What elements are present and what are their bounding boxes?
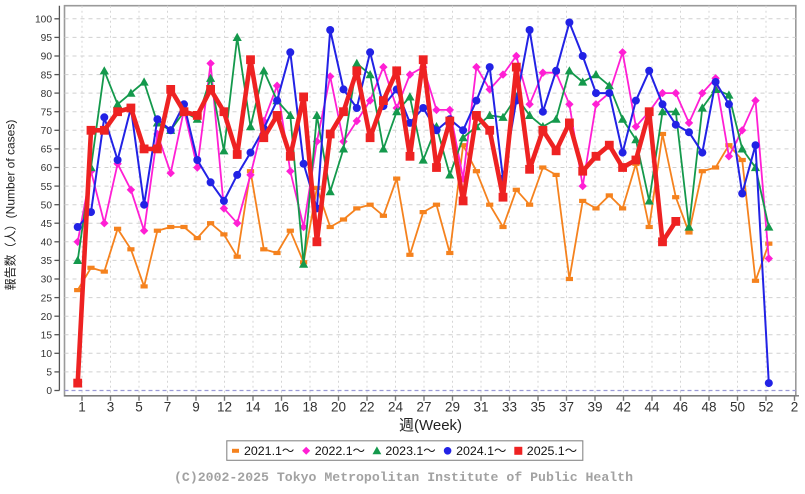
svg-text:70: 70 [41,126,53,137]
svg-text:0: 0 [46,386,52,397]
svg-text:42: 42 [616,400,631,415]
svg-text:35: 35 [530,400,545,415]
svg-text:2: 2 [791,400,799,415]
svg-text:29: 29 [445,400,460,415]
svg-text:2023.1～: 2023.1～ [385,444,435,458]
svg-text:9: 9 [192,400,200,415]
svg-text:12: 12 [217,400,232,415]
svg-text:2025.1～: 2025.1～ [527,444,577,458]
svg-text:20: 20 [41,312,53,323]
svg-text:5: 5 [135,400,143,415]
svg-text:3: 3 [107,400,115,415]
svg-text:60: 60 [41,163,53,174]
svg-text:33: 33 [502,400,517,415]
svg-text:31: 31 [473,400,488,415]
svg-text:14: 14 [245,400,261,415]
svg-text:46: 46 [673,400,688,415]
svg-text:20: 20 [331,400,346,415]
svg-text:35: 35 [41,256,53,267]
svg-text:50: 50 [41,200,53,211]
svg-text:30: 30 [41,275,53,286]
svg-text:55: 55 [41,182,53,193]
svg-text:22: 22 [359,400,374,415]
svg-text:7: 7 [164,400,172,415]
svg-text:52: 52 [758,400,773,415]
svg-text:(C)2002-2025 Tokyo Metropolita: (C)2002-2025 Tokyo Metropolitan Institut… [174,470,633,485]
svg-text:100: 100 [35,15,52,26]
svg-text:37: 37 [559,400,574,415]
svg-text:85: 85 [41,70,53,81]
svg-text:24: 24 [388,400,404,415]
svg-text:15: 15 [41,330,53,341]
svg-text:16: 16 [274,400,289,415]
svg-text:1: 1 [78,400,86,415]
svg-text:25: 25 [41,293,53,304]
svg-text:90: 90 [41,52,53,63]
svg-text:2022.1～: 2022.1～ [315,444,365,458]
svg-text:39: 39 [587,400,602,415]
svg-text:45: 45 [41,219,53,230]
svg-text:50: 50 [730,400,745,415]
svg-text:週(Week): 週(Week) [399,417,462,434]
svg-text:27: 27 [416,400,431,415]
svg-text:2024.1～: 2024.1～ [456,444,506,458]
svg-text:報告数（人）(Number of cases): 報告数（人）(Number of cases) [3,120,18,291]
svg-text:5: 5 [46,368,52,379]
svg-text:2021.1～: 2021.1～ [244,444,294,458]
svg-text:75: 75 [41,107,53,118]
svg-text:44: 44 [644,400,660,415]
svg-text:40: 40 [41,238,53,249]
svg-text:10: 10 [41,349,53,360]
svg-text:65: 65 [41,145,53,156]
svg-text:18: 18 [302,400,317,415]
svg-text:48: 48 [701,400,716,415]
svg-text:80: 80 [41,89,53,100]
svg-text:95: 95 [41,33,53,44]
